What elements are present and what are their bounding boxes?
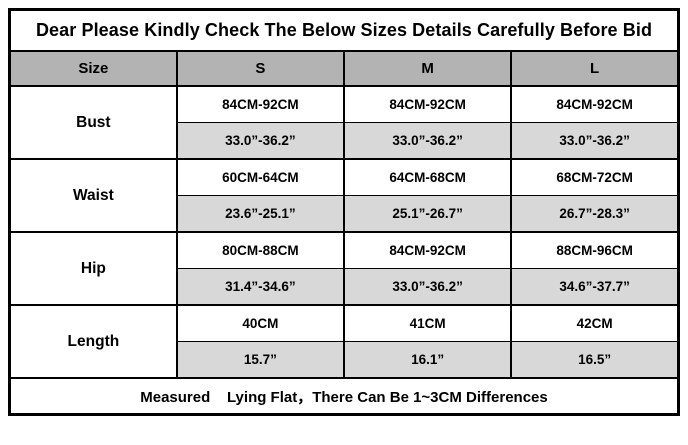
cell-waist-cm-l: 68CM-72CM — [510, 158, 680, 196]
cell-length-cm-s: 40CM — [175, 304, 346, 342]
cell-bust-inch-m: 33.0”-36.2” — [342, 122, 513, 160]
cell-hip-cm-s: 80CM-88CM — [175, 231, 346, 269]
cell-length-inch-s: 15.7” — [175, 341, 346, 379]
row-label-hip: Hip — [8, 231, 178, 306]
cell-waist-cm-m: 64CM-68CM — [342, 158, 513, 196]
column-header-l: L — [510, 50, 680, 87]
size-chart: Dear Please Kindly Check The Below Sizes… — [8, 8, 680, 416]
cell-waist-cm-s: 60CM-64CM — [175, 158, 346, 196]
cell-bust-inch-s: 33.0”-36.2” — [175, 122, 346, 160]
cell-length-inch-l: 16.5” — [510, 341, 680, 379]
cell-hip-inch-m: 33.0”-36.2” — [342, 268, 513, 306]
row-label-bust: Bust — [8, 85, 178, 160]
cell-length-cm-l: 42CM — [510, 304, 680, 342]
cell-length-cm-m: 41CM — [342, 304, 513, 342]
cell-hip-inch-l: 34.6”-37.7” — [510, 268, 680, 306]
cell-waist-inch-l: 26.7”-28.3” — [510, 195, 680, 233]
row-label-length: Length — [8, 304, 178, 379]
cell-length-inch-m: 16.1” — [342, 341, 513, 379]
column-header-m: M — [342, 50, 513, 87]
cell-bust-inch-l: 33.0”-36.2” — [510, 122, 680, 160]
cell-hip-inch-s: 31.4”-34.6” — [175, 268, 346, 306]
cell-bust-cm-m: 84CM-92CM — [342, 85, 513, 123]
column-header-s: S — [175, 50, 346, 87]
cell-waist-inch-s: 23.6”-25.1” — [175, 195, 346, 233]
column-header-size: Size — [8, 50, 178, 87]
footer-note: Measured Lying Flat，There Can Be 1~3CM D… — [8, 377, 680, 416]
page-title: Dear Please Kindly Check The Below Sizes… — [8, 8, 680, 52]
cell-hip-cm-l: 88CM-96CM — [510, 231, 680, 269]
cell-bust-cm-s: 84CM-92CM — [175, 85, 346, 123]
cell-bust-cm-l: 84CM-92CM — [510, 85, 680, 123]
cell-hip-cm-m: 84CM-92CM — [342, 231, 513, 269]
row-label-waist: Waist — [8, 158, 178, 233]
size-chart-table: Dear Please Kindly Check The Below Sizes… — [8, 8, 680, 416]
cell-waist-inch-m: 25.1”-26.7” — [342, 195, 513, 233]
